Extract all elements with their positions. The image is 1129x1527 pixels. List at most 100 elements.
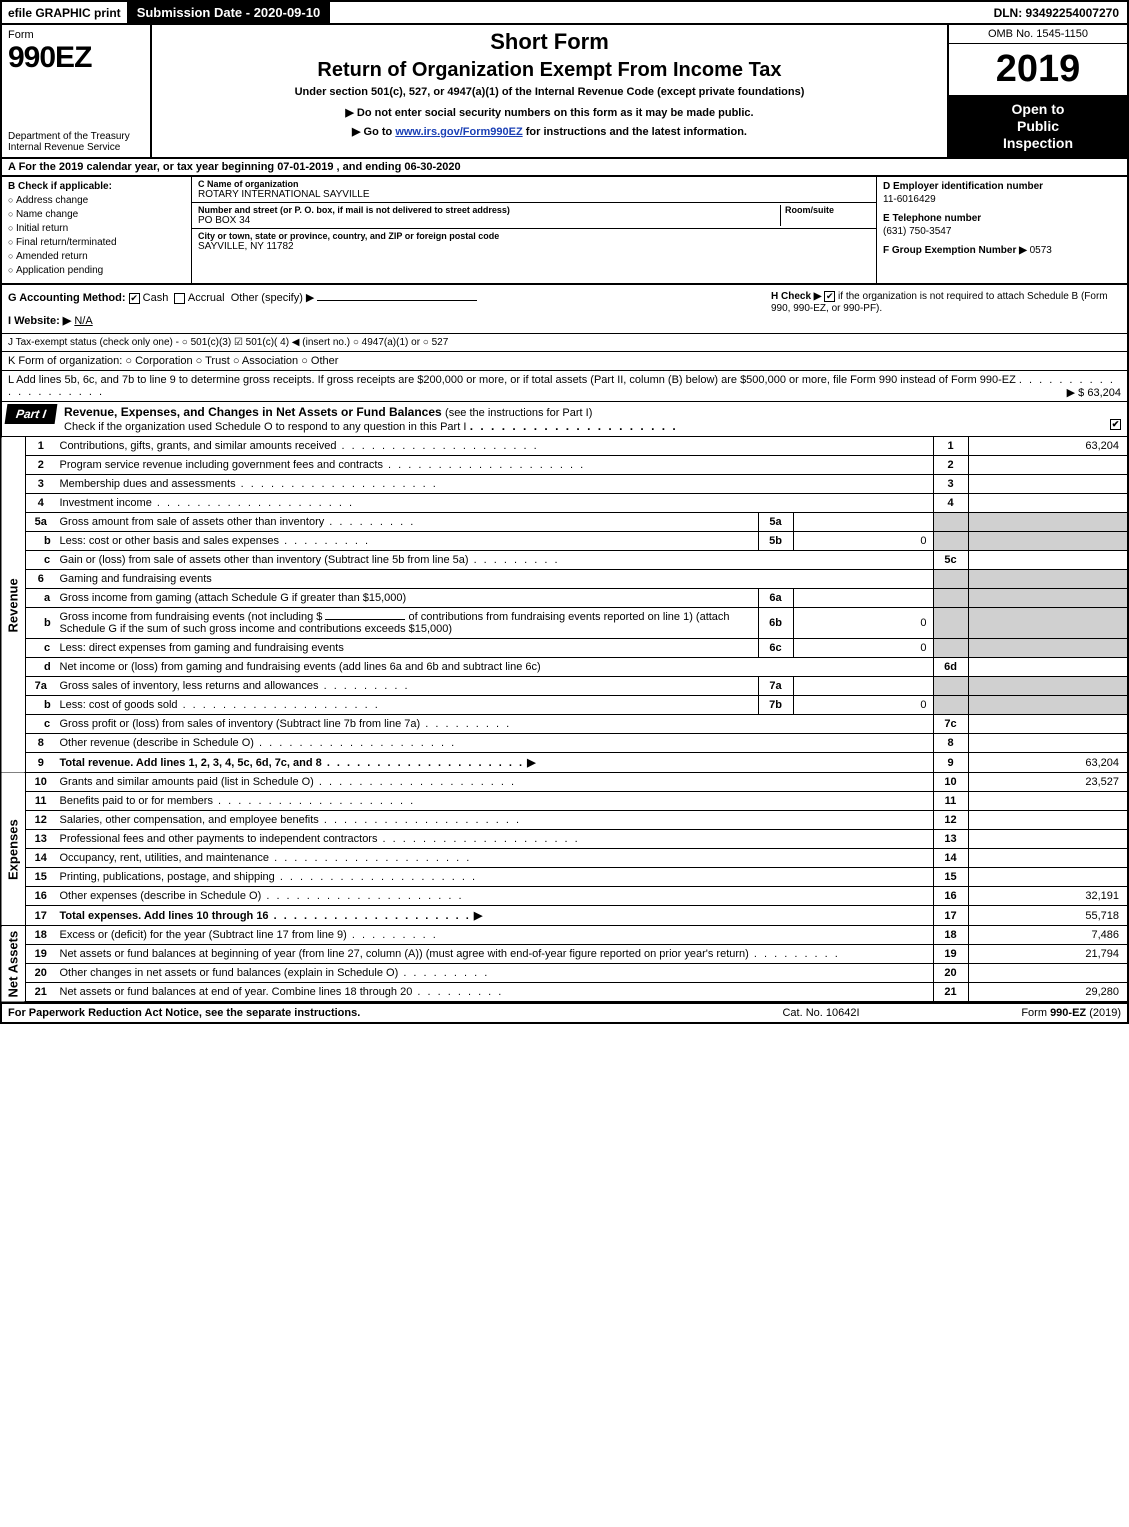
org-city: SAYVILLE, NY 11782 xyxy=(198,241,870,252)
l13-cn: 13 xyxy=(933,830,968,849)
l6b-gn xyxy=(933,608,968,639)
chk-final-return[interactable]: Final return/terminated xyxy=(8,237,185,248)
line-16: 16 Other expenses (describe in Schedule … xyxy=(1,887,1128,906)
l13-num: 13 xyxy=(26,830,56,849)
l14-num: 14 xyxy=(26,849,56,868)
part1-sub-dots xyxy=(470,419,678,433)
l12-cn: 12 xyxy=(933,811,968,830)
line-1: Revenue 1 Contributions, gifts, grants, … xyxy=(1,437,1128,456)
g-cash: Cash xyxy=(143,292,169,304)
l12-num: 12 xyxy=(26,811,56,830)
l21-desc: Net assets or fund balances at end of ye… xyxy=(60,986,504,998)
chk-name-change[interactable]: Name change xyxy=(8,209,185,220)
d-ein-label: D Employer identification number xyxy=(883,181,1121,192)
l20-cn: 20 xyxy=(933,964,968,983)
part1-title: Revenue, Expenses, and Changes in Net As… xyxy=(64,405,442,419)
l6b-num: b xyxy=(26,608,56,639)
g-other-input[interactable] xyxy=(317,300,477,301)
section-b: B Check if applicable: Address change Na… xyxy=(2,177,192,283)
submission-date: Submission Date - 2020-09-10 xyxy=(127,2,331,23)
l5a-desc: Gross amount from sale of assets other t… xyxy=(60,516,416,528)
l6b-iv: 0 xyxy=(793,608,933,639)
line-8: 8 Other revenue (describe in Schedule O)… xyxy=(1,734,1128,753)
irs-label: Internal Revenue Service xyxy=(8,142,144,153)
l11-num: 11 xyxy=(26,792,56,811)
g-other: Other (specify) ▶ xyxy=(231,292,315,304)
l7a-desc: Gross sales of inventory, less returns a… xyxy=(60,680,410,692)
section-c: C Name of organization ROTARY INTERNATIO… xyxy=(192,177,877,283)
line-6c: c Less: direct expenses from gaming and … xyxy=(1,639,1128,658)
l11-val xyxy=(968,792,1128,811)
l10-cn: 10 xyxy=(933,773,968,792)
chk-amended[interactable]: Amended return xyxy=(8,251,185,262)
form-word: Form xyxy=(8,29,144,41)
f-group-label: F Group Exemption Number ▶ xyxy=(883,245,1027,256)
dln-label: DLN: 93492254007270 xyxy=(986,4,1127,22)
paperwork-notice: For Paperwork Reduction Act Notice, see … xyxy=(8,1007,721,1019)
c-city-label: City or town, state or province, country… xyxy=(198,231,870,241)
line-7a: 7a Gross sales of inventory, less return… xyxy=(1,677,1128,696)
line-10: Expenses 10 Grants and similar amounts p… xyxy=(1,773,1128,792)
l16-val: 32,191 xyxy=(968,887,1128,906)
l21-val: 29,280 xyxy=(968,983,1128,1003)
form-header: Form 990EZ Department of the Treasury In… xyxy=(0,25,1129,159)
header-left: Form 990EZ Department of the Treasury In… xyxy=(2,25,152,157)
chk-schedule-o[interactable] xyxy=(1110,419,1121,430)
g-label: G Accounting Method: xyxy=(8,292,126,304)
l6b-blank[interactable] xyxy=(325,619,405,620)
l7c-cn: 7c xyxy=(933,715,968,734)
row-l: L Add lines 5b, 6c, and 7b to line 9 to … xyxy=(0,371,1129,402)
l5b-desc: Less: cost or other basis and sales expe… xyxy=(60,535,371,547)
l16-desc: Other expenses (describe in Schedule O) xyxy=(60,890,464,902)
l6-num: 6 xyxy=(26,570,56,589)
l6a-gv xyxy=(968,589,1128,608)
i-label: I Website: ▶ xyxy=(8,315,71,327)
website-value: N/A xyxy=(74,315,92,327)
part1-tag: Part I xyxy=(5,404,58,424)
chk-cash[interactable] xyxy=(129,293,140,304)
l15-val xyxy=(968,868,1128,887)
chk-accrual[interactable] xyxy=(174,293,185,304)
l1-val: 63,204 xyxy=(968,437,1128,456)
irs-link[interactable]: www.irs.gov/Form990EZ xyxy=(395,126,522,138)
short-form-title: Short Form xyxy=(160,29,939,55)
line-14: 14 Occupancy, rent, utilities, and maint… xyxy=(1,849,1128,868)
line-6d: d Net income or (loss) from gaming and f… xyxy=(1,658,1128,677)
insp-l2: Public xyxy=(1017,118,1059,134)
e-tel-label: E Telephone number xyxy=(883,213,1121,224)
line-18: Net Assets 18 Excess or (deficit) for th… xyxy=(1,926,1128,945)
part1-header: Part I Revenue, Expenses, and Changes in… xyxy=(0,402,1129,437)
line-9: 9 Total revenue. Add lines 1, 2, 3, 4, 5… xyxy=(1,753,1128,773)
l6c-num: c xyxy=(26,639,56,658)
l4-val xyxy=(968,494,1128,513)
chk-application-pending[interactable]: Application pending xyxy=(8,265,185,276)
l9-num: 9 xyxy=(26,753,56,773)
l20-num: 20 xyxy=(26,964,56,983)
l9-desc: Total revenue. Add lines 1, 2, 3, 4, 5c,… xyxy=(60,757,525,769)
l19-val: 21,794 xyxy=(968,945,1128,964)
l20-val xyxy=(968,964,1128,983)
side-netassets: Net Assets xyxy=(1,926,26,1003)
l11-cn: 11 xyxy=(933,792,968,811)
l6d-cn: 6d xyxy=(933,658,968,677)
l18-cn: 18 xyxy=(933,926,968,945)
l8-cn: 8 xyxy=(933,734,968,753)
l5c-cn: 5c xyxy=(933,551,968,570)
dept-treasury: Department of the Treasury xyxy=(8,131,144,142)
form-ref-post: (2019) xyxy=(1089,1007,1121,1019)
l9-cn: 9 xyxy=(933,753,968,773)
l16-cn: 16 xyxy=(933,887,968,906)
l19-desc: Net assets or fund balances at beginning… xyxy=(60,948,840,960)
return-title: Return of Organization Exempt From Incom… xyxy=(160,59,939,82)
chk-initial-return[interactable]: Initial return xyxy=(8,223,185,234)
chk-address-change[interactable]: Address change xyxy=(8,195,185,206)
goto-post: for instructions and the latest informat… xyxy=(526,126,747,138)
line-2: 2 Program service revenue including gove… xyxy=(1,456,1128,475)
l7c-desc: Gross profit or (loss) from sales of inv… xyxy=(60,718,512,730)
chk-schedule-b[interactable] xyxy=(824,291,835,302)
l6d-val xyxy=(968,658,1128,677)
l6-gn xyxy=(933,570,968,589)
line-6b: b Gross income from fundraising events (… xyxy=(1,608,1128,639)
l19-cn: 19 xyxy=(933,945,968,964)
row-gh: G Accounting Method: Cash Accrual Other … xyxy=(0,285,1129,334)
